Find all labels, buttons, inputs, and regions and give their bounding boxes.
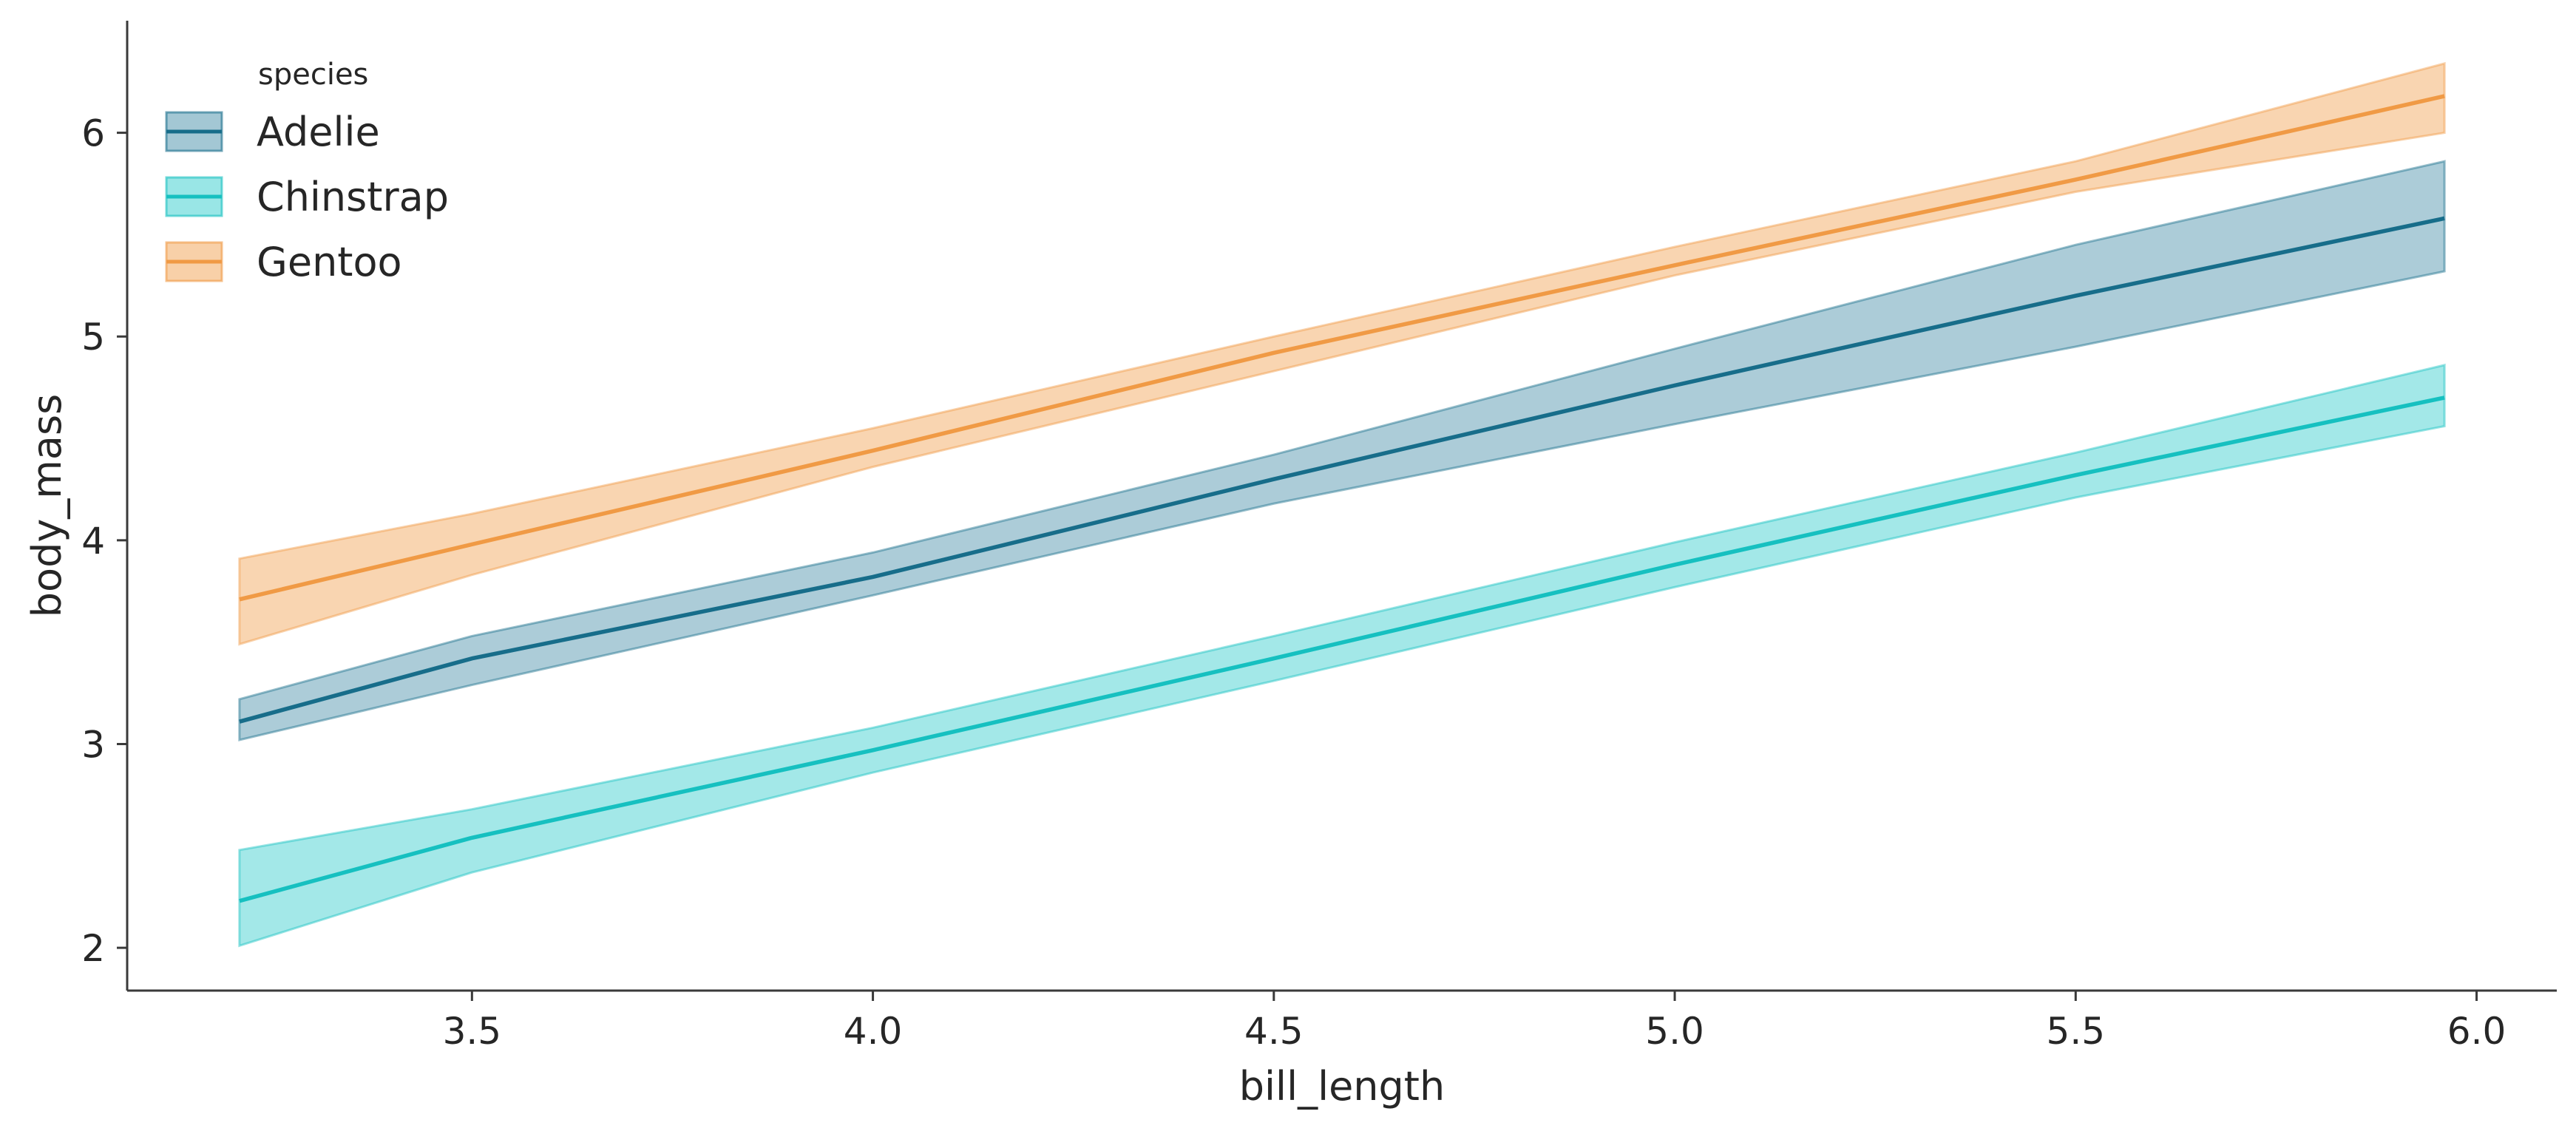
x-tick-label: 5.5: [2047, 1010, 2106, 1053]
legend-item-chinstrap: Chinstrap: [165, 174, 449, 220]
y-tick-label: 6: [81, 112, 105, 155]
y-tick-label: 2: [81, 927, 105, 970]
x-tick-label: 4.0: [844, 1010, 903, 1053]
y-tick-label: 4: [81, 520, 105, 563]
legend-items: Adelie Chinstrap Gentoo: [165, 109, 449, 285]
y-ticks: 2 3 4 5 6: [81, 112, 127, 970]
y-axis-label: body_mass: [24, 394, 70, 618]
line-chinstrap: [239, 395, 2445, 903]
line-adelie: [239, 216, 2445, 724]
legend-label-adelie: Adelie: [257, 109, 380, 155]
legend-item-gentoo: Gentoo: [165, 239, 402, 285]
x-axis-label: bill_length: [1239, 1063, 1445, 1110]
legend: species Adelie Chinstrap Gentoo: [165, 58, 449, 285]
x-tick-label: 4.5: [1244, 1010, 1304, 1053]
x-tick-label: 3.5: [443, 1010, 502, 1053]
confidence-bands: [238, 61, 2446, 948]
legend-label-gentoo: Gentoo: [257, 239, 402, 285]
band-chinstrap: [238, 363, 2446, 948]
band-gentoo: [238, 61, 2446, 646]
legend-item-adelie: Adelie: [165, 109, 380, 155]
line-gentoo: [239, 94, 2445, 602]
legend-title: species: [258, 58, 368, 92]
plot-area: [238, 61, 2446, 948]
series-lines: [239, 94, 2445, 903]
x-ticks: 3.5 4.0 4.5 5.0 5.5 6.0: [443, 991, 2506, 1053]
y-tick-label: 5: [81, 316, 105, 359]
legend-label-chinstrap: Chinstrap: [257, 174, 449, 220]
x-tick-label: 6.0: [2447, 1010, 2506, 1053]
x-tick-label: 5.0: [1645, 1010, 1704, 1053]
y-tick-label: 3: [81, 723, 105, 766]
